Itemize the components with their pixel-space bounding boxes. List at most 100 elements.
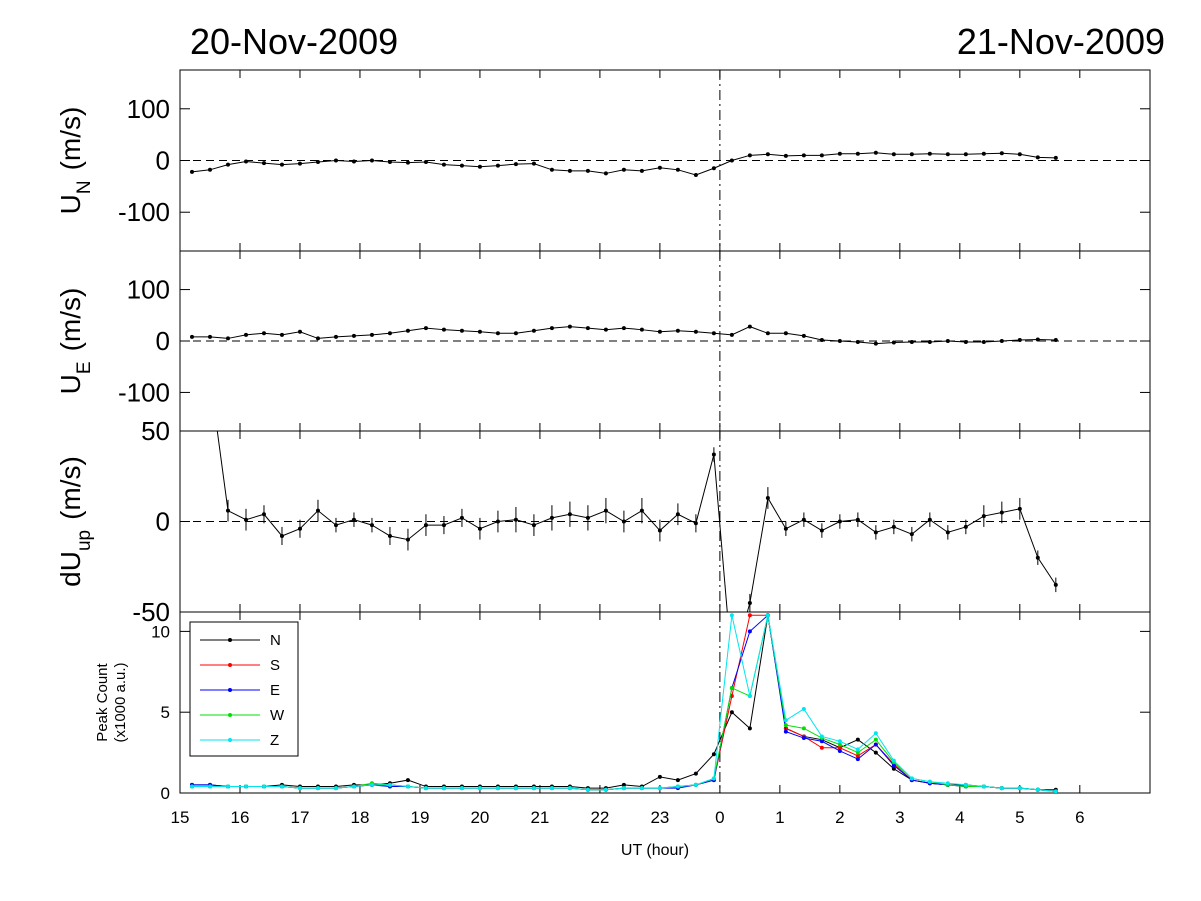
point: [513, 517, 518, 522]
point: [657, 329, 662, 334]
point: [747, 726, 752, 731]
y-tick-label: -50: [132, 597, 170, 627]
y-axis-label: Peak Count: [94, 662, 111, 741]
point: [909, 152, 914, 157]
x-tick-label: 5: [1015, 808, 1024, 827]
point: [423, 786, 428, 791]
y-label-unit: (m/s): [55, 107, 86, 171]
point: [279, 784, 284, 789]
point: [783, 729, 788, 734]
point: [531, 161, 536, 166]
y-tick-label: 0: [161, 784, 170, 803]
point: [639, 508, 644, 513]
point: [729, 613, 734, 618]
y-axis-label: UN (m/s): [55, 107, 95, 215]
point: [567, 512, 572, 517]
point: [675, 328, 680, 333]
point: [945, 781, 950, 786]
point: [477, 786, 482, 791]
point: [891, 340, 896, 345]
point: [477, 329, 482, 334]
point: [423, 523, 428, 528]
point: [603, 327, 608, 332]
point: [261, 331, 266, 336]
point: [963, 340, 968, 345]
point: [567, 324, 572, 329]
y-axis-label-2: (x1000 a.u.): [112, 662, 129, 742]
point: [801, 333, 806, 338]
point: [585, 787, 590, 792]
point: [747, 324, 752, 329]
point: [927, 340, 932, 345]
point: [495, 786, 500, 791]
point: [567, 168, 572, 173]
y-label-sub: E: [74, 361, 95, 374]
point: [909, 776, 914, 781]
legend-label: Z: [270, 732, 279, 749]
point: [801, 736, 806, 741]
point: [189, 784, 194, 789]
point: [837, 742, 842, 747]
legend-marker: [228, 713, 232, 717]
point: [873, 742, 878, 747]
point: [279, 533, 284, 538]
point: [693, 172, 698, 177]
point: [549, 515, 554, 520]
point: [243, 784, 248, 789]
point: [405, 778, 410, 783]
point: [207, 167, 212, 172]
point: [459, 786, 464, 791]
point: [207, 784, 212, 789]
point: [261, 161, 266, 166]
point: [675, 167, 680, 172]
point: [621, 786, 626, 791]
point: [891, 758, 896, 763]
plot-area: [189, 612, 1058, 793]
y-label-main: U: [55, 374, 86, 394]
point: [297, 786, 302, 791]
point: [945, 339, 950, 343]
point: [657, 786, 662, 791]
point: [855, 757, 860, 762]
point: [855, 517, 860, 522]
point: [873, 737, 878, 742]
point: [657, 165, 662, 170]
x-tick-label: 4: [955, 808, 964, 827]
point: [441, 786, 446, 791]
point: [621, 167, 626, 172]
point: [837, 739, 842, 744]
point: [675, 784, 680, 789]
point: [333, 334, 338, 339]
point: [1053, 155, 1058, 160]
point: [711, 776, 716, 781]
x-tick-label: 22: [590, 808, 609, 827]
point: [801, 153, 806, 158]
point: [243, 517, 248, 522]
point: [1035, 155, 1040, 160]
legend-label: E: [270, 682, 280, 699]
point: [531, 523, 536, 528]
point: [351, 784, 356, 789]
point: [495, 519, 500, 524]
legend-marker: [228, 688, 232, 692]
y-tick-label: 0: [156, 326, 170, 356]
point: [819, 739, 824, 744]
point: [189, 169, 194, 174]
point: [891, 763, 896, 768]
point: [783, 723, 788, 728]
point: [747, 153, 752, 158]
x-tick-label: 3: [895, 808, 904, 827]
point: [873, 150, 878, 155]
point: [783, 331, 788, 336]
y-label-unit: (m/s): [55, 456, 86, 520]
point: [837, 745, 842, 750]
point: [495, 163, 500, 168]
x-tick-label: 20: [470, 808, 489, 827]
point: [675, 778, 680, 783]
y-tick-label: 5: [161, 703, 170, 722]
legend-label: N: [270, 632, 281, 649]
point: [639, 168, 644, 173]
point: [963, 152, 968, 157]
point: [207, 334, 212, 339]
